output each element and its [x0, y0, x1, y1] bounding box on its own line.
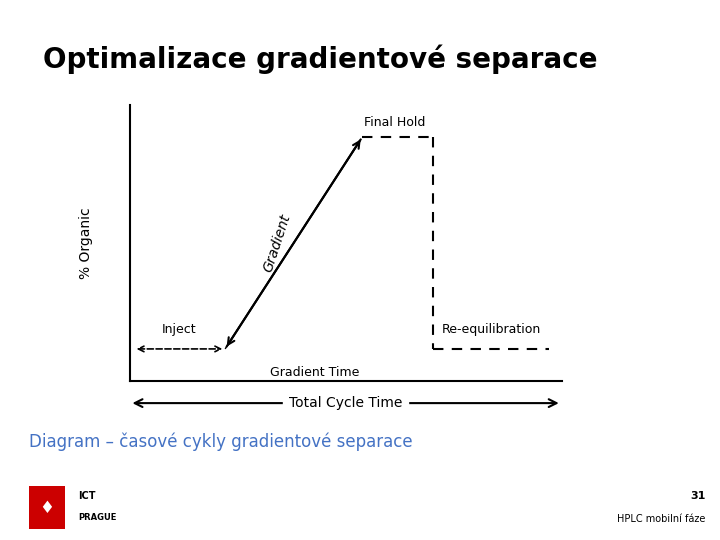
Text: 31: 31 — [690, 491, 706, 501]
Text: Final Hold: Final Hold — [364, 116, 426, 129]
Text: PRAGUE: PRAGUE — [78, 513, 117, 522]
Text: Re-equilibration: Re-equilibration — [441, 323, 541, 336]
Text: % Organic: % Organic — [79, 207, 94, 279]
Text: Optimalizace gradientové separace: Optimalizace gradientové separace — [43, 45, 598, 74]
Text: Gradient: Gradient — [261, 212, 293, 274]
FancyBboxPatch shape — [29, 486, 65, 529]
Text: Gradient Time: Gradient Time — [270, 366, 359, 379]
Text: ICT: ICT — [78, 491, 96, 501]
Text: Total Cycle Time: Total Cycle Time — [289, 396, 402, 410]
Text: ♦: ♦ — [40, 498, 55, 517]
Text: Diagram – časové cykly gradientové separace: Diagram – časové cykly gradientové separ… — [29, 432, 413, 451]
Text: Inject: Inject — [162, 323, 197, 336]
Text: HPLC mobilní fáze: HPLC mobilní fáze — [617, 515, 706, 524]
